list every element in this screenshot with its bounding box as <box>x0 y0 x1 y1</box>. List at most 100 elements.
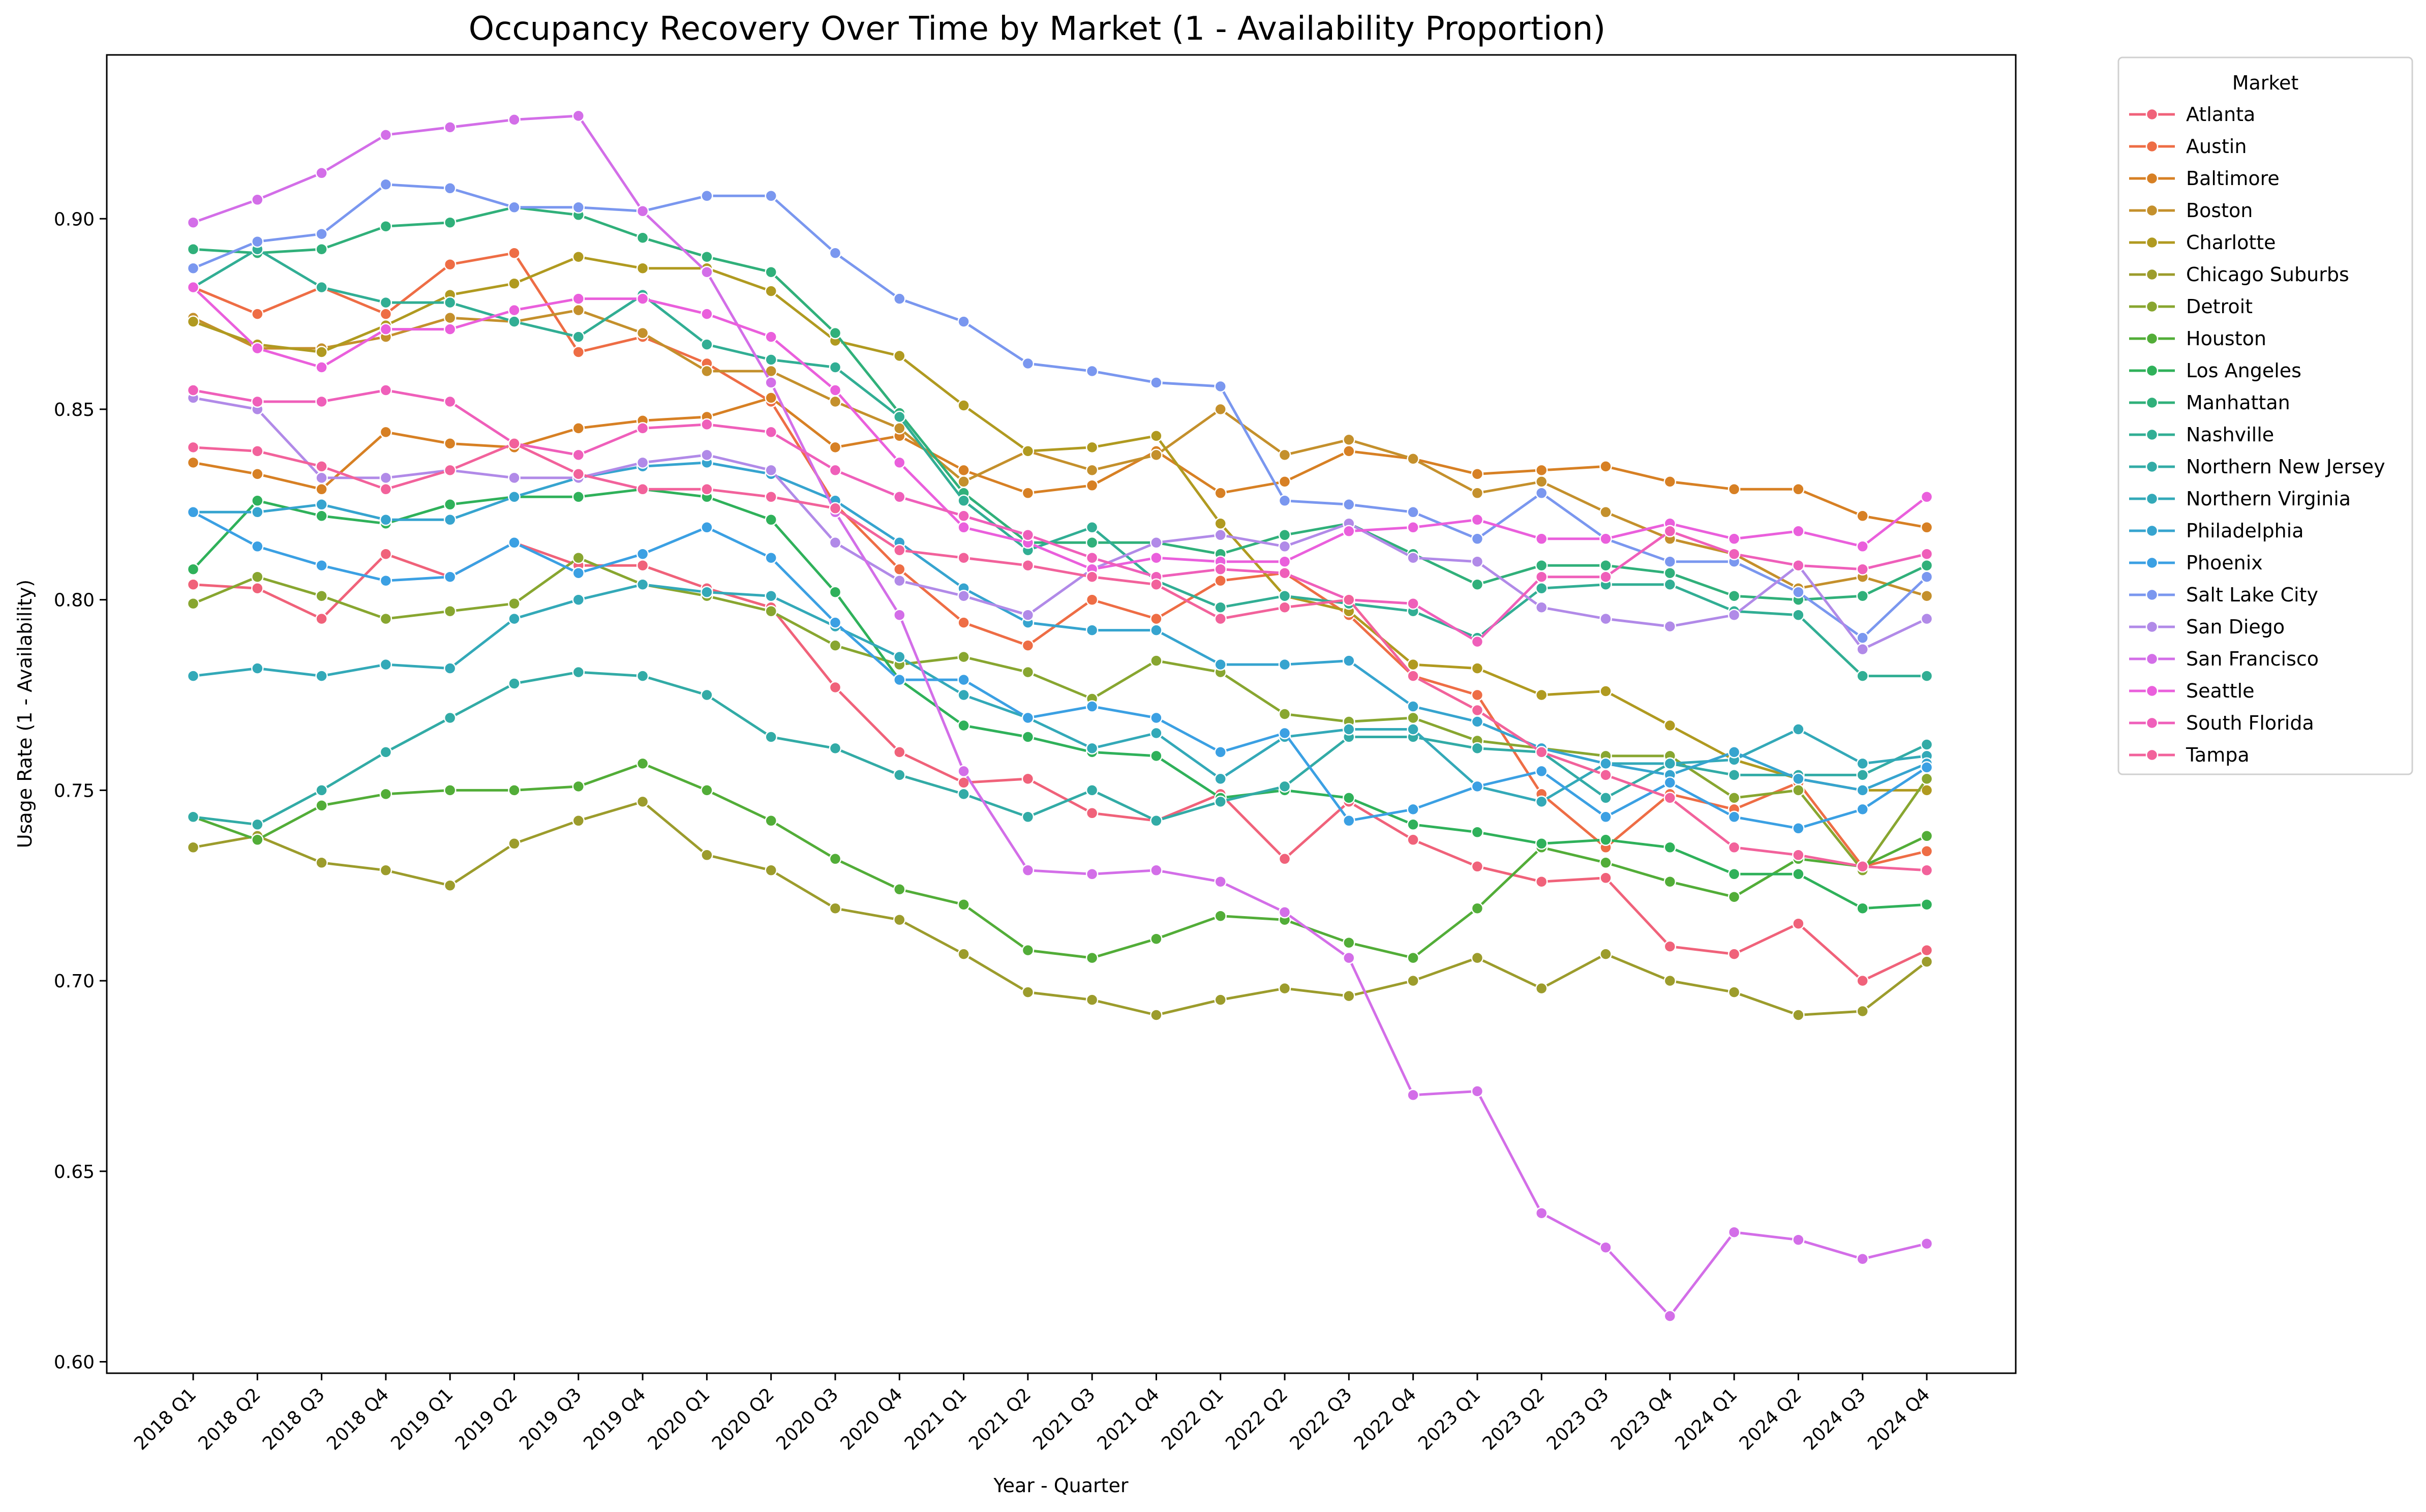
data-point <box>1471 742 1484 755</box>
data-point <box>1021 559 1035 572</box>
data-point <box>508 784 521 797</box>
data-point <box>508 612 521 625</box>
data-point <box>1085 784 1099 797</box>
legend-marker <box>2145 300 2159 313</box>
data-point <box>893 292 906 305</box>
data-point <box>1214 529 1227 541</box>
data-point <box>379 746 392 759</box>
data-point <box>1471 1085 1484 1098</box>
data-point <box>829 395 842 408</box>
series-line-charlotte <box>193 255 1927 792</box>
data-point <box>1856 974 1869 987</box>
data-point <box>379 548 392 560</box>
data-point <box>315 243 328 256</box>
data-point <box>1471 513 1484 526</box>
data-point <box>1150 654 1163 667</box>
legend-marker <box>2145 620 2159 633</box>
data-point <box>443 464 457 477</box>
series-northern-new-jersey <box>187 666 1933 831</box>
data-point <box>572 292 585 305</box>
legend-item-san-diego: San Diego <box>2129 616 2285 638</box>
data-point <box>1535 746 1548 759</box>
data-point <box>1920 772 1933 785</box>
data-point <box>1407 506 1419 519</box>
legend-marker <box>2145 748 2159 762</box>
data-point <box>1278 529 1291 541</box>
data-point <box>1535 582 1548 595</box>
data-point <box>251 395 264 408</box>
data-point <box>1150 624 1163 637</box>
data-point <box>1792 917 1805 930</box>
data-point <box>1021 529 1035 541</box>
data-point <box>443 711 457 724</box>
data-point <box>1856 643 1869 656</box>
data-point <box>1085 593 1099 606</box>
data-point <box>1214 487 1227 500</box>
data-point <box>1920 830 1933 842</box>
data-point <box>1792 1233 1805 1246</box>
data-point <box>1407 521 1419 534</box>
series-line-seattle <box>192 286 1928 571</box>
data-point <box>1021 711 1035 724</box>
y-tick-label: 0.85 <box>54 400 95 420</box>
data-point <box>1856 563 1869 576</box>
data-point <box>1663 525 1677 538</box>
data-point <box>572 566 585 580</box>
legend-marker <box>2145 588 2159 601</box>
data-point <box>1214 658 1227 671</box>
legend-items: Atlanta Austin Baltimore Boston Charlotte Chi… <box>2129 103 2385 766</box>
data-point <box>1150 536 1163 549</box>
series-line-phoenix <box>192 511 1928 830</box>
data-point <box>1085 521 1099 534</box>
data-point <box>1920 670 1933 682</box>
data-point <box>251 235 264 248</box>
data-point <box>765 513 777 526</box>
data-point <box>443 513 457 526</box>
data-point <box>957 765 970 778</box>
data-point <box>1920 570 1933 583</box>
data-point <box>765 589 777 602</box>
data-point <box>1407 711 1419 724</box>
data-point <box>187 506 200 519</box>
data-point <box>1856 769 1869 781</box>
y-tick-label: 0.60 <box>54 1352 95 1373</box>
data-point <box>315 281 328 294</box>
data-point <box>1599 685 1612 698</box>
legend-label: Chicago Suburbs <box>2186 263 2349 286</box>
data-point <box>1471 578 1484 591</box>
legend-label: Tampa <box>2186 744 2250 766</box>
legend-label: Phoenix <box>2186 552 2263 574</box>
data-point <box>1021 731 1035 743</box>
data-point <box>1792 849 1805 862</box>
data-point <box>1085 624 1099 637</box>
data-point <box>957 521 970 534</box>
data-point <box>1792 1009 1805 1021</box>
data-point <box>1792 559 1805 572</box>
data-point <box>315 346 328 358</box>
data-point <box>1599 570 1612 583</box>
data-point <box>701 308 713 320</box>
data-point <box>1727 841 1741 854</box>
series-boston <box>187 304 1933 602</box>
data-point <box>1085 536 1099 549</box>
data-point <box>829 384 842 397</box>
data-point <box>1407 818 1419 831</box>
data-point <box>1407 658 1419 671</box>
legend-title: Market <box>2232 72 2299 94</box>
data-point <box>1150 814 1163 827</box>
data-point <box>1535 475 1548 488</box>
series-tampa <box>187 437 1933 877</box>
data-point <box>251 833 264 846</box>
data-point <box>443 437 457 450</box>
data-point <box>251 494 264 507</box>
legend-marker <box>2145 396 2159 409</box>
data-point <box>893 913 906 926</box>
data-point <box>1535 559 1548 572</box>
data-point <box>315 589 328 602</box>
data-point <box>701 338 713 351</box>
data-point <box>572 330 585 343</box>
data-point <box>1599 810 1612 824</box>
data-point <box>1471 635 1484 648</box>
data-point <box>1920 955 1933 968</box>
data-point <box>572 666 585 679</box>
